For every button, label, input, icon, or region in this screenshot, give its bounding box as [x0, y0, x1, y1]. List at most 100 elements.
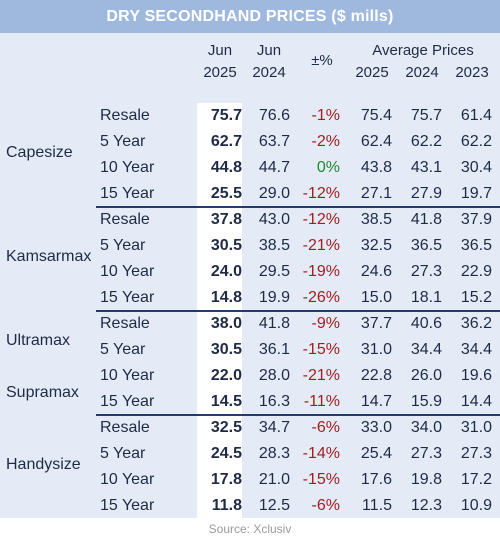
jun-2024-value: 28.0 [258, 367, 290, 384]
avg-2025-value: 32.5 [360, 237, 392, 254]
jun-2025-value: 17.8 [210, 471, 242, 488]
jun-2025-value: 37.8 [210, 211, 242, 228]
change-value: -26% [302, 289, 340, 306]
avg-2025-value: 14.7 [360, 393, 392, 410]
jun-2025-value: 22.0 [210, 367, 242, 384]
avg-2023-value: 36.5 [460, 237, 492, 254]
jun-2024-value: 21.0 [258, 471, 290, 488]
avg-2023-value: 15.2 [460, 289, 492, 306]
change-value: -21% [302, 237, 340, 254]
jun-2024-value: 41.8 [258, 315, 290, 332]
jun-2024-value: 34.7 [258, 419, 290, 436]
avg-2025-value: 22.8 [360, 367, 392, 384]
jun-2024-value: 63.7 [258, 133, 290, 150]
avg-2023-value: 19.6 [460, 367, 492, 384]
jun-2024-value: 38.5 [258, 237, 290, 254]
change-value: -1% [311, 107, 340, 124]
avg-2023-value: 30.4 [460, 159, 492, 176]
header-avg-2024: 2024 [405, 64, 439, 81]
category-label: Kamsarmax [6, 248, 92, 265]
jun-2025-value: 14.8 [210, 289, 242, 306]
avg-2024-value: 15.9 [410, 393, 442, 410]
row-age-label: Resale [100, 315, 150, 332]
category-label: Capesize [6, 144, 73, 161]
category-label: Handysize [6, 456, 81, 473]
row-age-label: 5 Year [100, 445, 146, 462]
avg-2023-value: 17.2 [460, 471, 492, 488]
group-separator [96, 310, 500, 312]
row-age-label: 10 Year [100, 263, 155, 280]
avg-2023-value: 36.2 [460, 315, 492, 332]
avg-2025-value: 33.0 [360, 419, 392, 436]
row-age-label: 5 Year [100, 237, 146, 254]
jun-2024-value: 29.5 [258, 263, 290, 280]
avg-2025-value: 31.0 [360, 341, 392, 358]
jun-2024-value: 43.0 [258, 211, 290, 228]
header-change: ±% [311, 52, 333, 69]
avg-2024-value: 62.2 [410, 133, 442, 150]
header-jun-2024-year: 2024 [252, 64, 286, 81]
table-title: DRY SECONDHAND PRICES ($ mills) [0, 0, 500, 33]
row-age-label: 10 Year [100, 367, 155, 384]
avg-2025-value: 38.5 [360, 211, 392, 228]
avg-2023-value: 10.9 [460, 497, 492, 514]
avg-2025-value: 37.7 [360, 315, 392, 332]
avg-2025-value: 24.6 [360, 263, 392, 280]
jun-2024-value: 29.0 [258, 185, 290, 202]
avg-2025-value: 17.6 [360, 471, 392, 488]
row-age-label: 10 Year [100, 159, 155, 176]
avg-2025-value: 27.1 [360, 185, 392, 202]
avg-2024-value: 27.3 [410, 263, 442, 280]
group-separator [96, 414, 500, 416]
category-label: Supramax [6, 384, 79, 401]
change-value: -9% [311, 315, 340, 332]
avg-2023-value: 27.3 [460, 445, 492, 462]
jun-2024-value: 36.1 [258, 341, 290, 358]
avg-2023-value: 37.9 [460, 211, 492, 228]
row-age-label: 15 Year [100, 393, 155, 410]
avg-2024-value: 43.1 [410, 159, 442, 176]
row-age-label: Resale [100, 211, 150, 228]
change-value: -15% [302, 341, 340, 358]
avg-2024-value: 12.3 [410, 497, 442, 514]
avg-2025-value: 43.8 [360, 159, 392, 176]
jun-2024-value: 19.9 [258, 289, 290, 306]
jun-2025-value: 30.5 [210, 237, 242, 254]
avg-2023-value: 31.0 [460, 419, 492, 436]
avg-2025-value: 11.5 [362, 497, 392, 514]
group-separator [96, 206, 500, 208]
row-age-label: 5 Year [100, 133, 146, 150]
avg-2023-value: 34.4 [460, 341, 492, 358]
change-value: -14% [302, 445, 340, 462]
header-jun-2024-month: Jun [256, 42, 282, 59]
jun-2025-value: 62.7 [210, 133, 242, 150]
avg-2024-value: 36.5 [410, 237, 442, 254]
avg-2023-value: 22.9 [460, 263, 492, 280]
change-value: -2% [311, 133, 340, 150]
avg-2024-value: 34.4 [410, 341, 442, 358]
avg-2025-value: 75.4 [360, 107, 392, 124]
change-value: 0% [316, 159, 340, 176]
row-age-label: 15 Year [100, 185, 155, 202]
change-value: -6% [311, 497, 340, 514]
jun-2025-value: 25.5 [210, 185, 242, 202]
avg-2024-value: 34.0 [410, 419, 442, 436]
avg-2023-value: 62.2 [460, 133, 492, 150]
header-jun-2025-year: 2025 [203, 64, 237, 81]
avg-2024-value: 40.6 [410, 315, 442, 332]
avg-2025-value: 25.4 [360, 445, 392, 462]
avg-2023-value: 19.7 [460, 185, 492, 202]
change-value: -21% [302, 367, 340, 384]
jun-2025-value: 14.5 [210, 393, 242, 410]
jun-2025-value: 11.8 [211, 497, 242, 514]
change-value: -12% [302, 185, 340, 202]
change-value: -6% [311, 419, 340, 436]
jun-2025-value: 44.8 [210, 159, 242, 176]
jun-2025-value: 32.5 [210, 419, 242, 436]
avg-2024-value: 19.8 [410, 471, 442, 488]
header-avg-2025: 2025 [355, 64, 389, 81]
source-note: Source: Xclusiv [208, 522, 292, 536]
change-value: -12% [302, 211, 340, 228]
row-age-label: 15 Year [100, 497, 155, 514]
jun-2025-value: 24.5 [210, 445, 242, 462]
